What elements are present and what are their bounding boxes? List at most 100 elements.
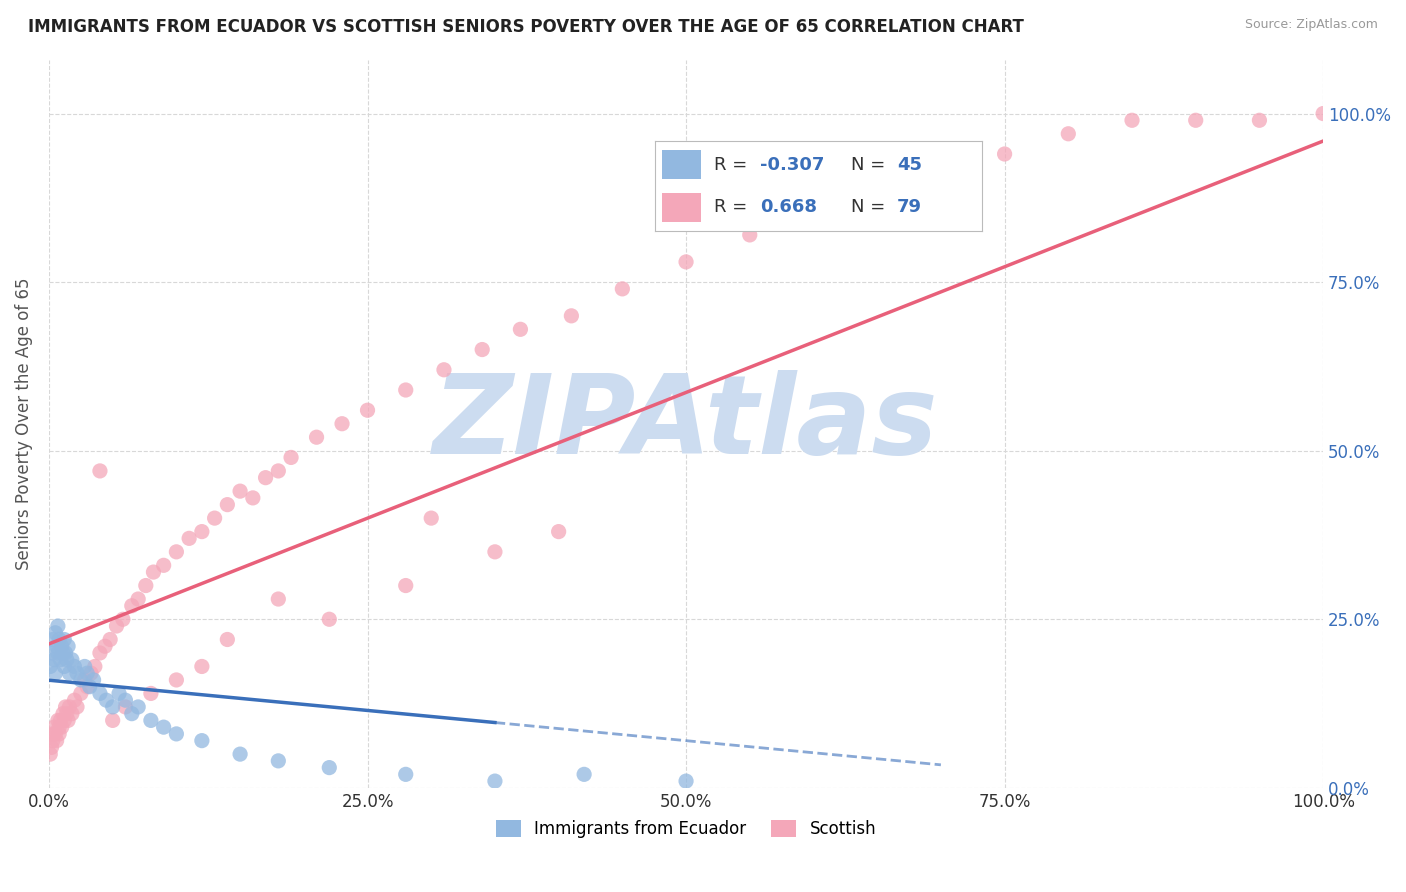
Point: [69, 686, 91, 700]
Point: [51, 720, 73, 734]
Point: [318, 612, 340, 626]
Point: [204, 511, 226, 525]
Point: [254, 470, 277, 484]
Point: [675, 255, 697, 269]
Point: [98, 632, 121, 647]
Point: [66, 700, 89, 714]
Point: [41, 740, 63, 755]
Point: [46, 714, 69, 728]
Point: [242, 491, 264, 505]
Point: [56, 706, 79, 721]
Point: [49, 653, 72, 667]
Point: [395, 767, 418, 781]
Y-axis label: Seniors Poverty Over the Age of 65: Seniors Poverty Over the Age of 65: [15, 277, 32, 570]
Point: [53, 659, 76, 673]
Point: [94, 639, 117, 653]
Point: [42, 632, 65, 647]
Text: N =: N =: [852, 198, 886, 217]
Point: [56, 639, 79, 653]
Point: [1249, 113, 1271, 128]
Text: 0.668: 0.668: [759, 198, 817, 217]
Text: R =: R =: [714, 155, 747, 174]
Point: [267, 592, 290, 607]
Text: R =: R =: [714, 198, 747, 217]
Point: [121, 599, 143, 613]
Point: [108, 686, 131, 700]
Point: [994, 147, 1017, 161]
Point: [229, 484, 252, 499]
Point: [79, 680, 101, 694]
Point: [152, 720, 174, 734]
Point: [66, 666, 89, 681]
Point: [52, 646, 75, 660]
Point: [63, 693, 86, 707]
Point: [1312, 106, 1334, 120]
Point: [76, 666, 98, 681]
Point: [45, 639, 67, 653]
Point: [217, 632, 239, 647]
Point: [76, 680, 98, 694]
Point: [44, 727, 66, 741]
Point: [96, 693, 118, 707]
Point: [929, 167, 952, 181]
Point: [48, 632, 70, 647]
Text: N =: N =: [852, 155, 886, 174]
Point: [547, 524, 569, 539]
Point: [111, 612, 134, 626]
Point: [105, 619, 128, 633]
Point: [80, 666, 103, 681]
Point: [73, 659, 96, 673]
Point: [83, 673, 105, 687]
Point: [191, 733, 214, 747]
Point: [420, 511, 443, 525]
Point: [395, 578, 418, 592]
Point: [803, 201, 825, 215]
Point: [48, 720, 70, 734]
Point: [395, 383, 418, 397]
Text: 45: 45: [897, 155, 922, 174]
Point: [55, 646, 77, 660]
Point: [127, 592, 149, 607]
Point: [1184, 113, 1206, 128]
Point: [738, 227, 761, 242]
Legend: Immigrants from Ecuador, Scottish: Immigrants from Ecuador, Scottish: [489, 814, 883, 845]
Text: ZIPAtlas: ZIPAtlas: [433, 370, 939, 477]
Point: [433, 363, 456, 377]
Point: [46, 619, 69, 633]
Point: [165, 673, 187, 687]
Point: [69, 673, 91, 687]
Point: [121, 706, 143, 721]
Point: [191, 524, 214, 539]
Bar: [662, 194, 702, 222]
Point: [484, 774, 506, 789]
Point: [51, 639, 73, 653]
Point: [42, 720, 65, 734]
Point: [675, 774, 697, 789]
Text: 79: 79: [897, 198, 922, 217]
Point: [58, 700, 80, 714]
Point: [60, 653, 83, 667]
Point: [45, 733, 67, 747]
Point: [356, 403, 378, 417]
Point: [39, 747, 62, 761]
Point: [101, 700, 124, 714]
Point: [305, 430, 328, 444]
Point: [46, 646, 69, 660]
Point: [484, 545, 506, 559]
Point: [73, 673, 96, 687]
Point: [1057, 127, 1080, 141]
Point: [217, 498, 239, 512]
Point: [63, 659, 86, 673]
Point: [114, 693, 136, 707]
Point: [267, 464, 290, 478]
Point: [229, 747, 252, 761]
Point: [60, 706, 83, 721]
Point: [53, 632, 76, 647]
Text: IMMIGRANTS FROM ECUADOR VS SCOTTISH SENIORS POVERTY OVER THE AGE OF 65 CORRELATI: IMMIGRANTS FROM ECUADOR VS SCOTTISH SENI…: [28, 18, 1024, 36]
Point: [101, 714, 124, 728]
Point: [866, 187, 889, 202]
Point: [191, 659, 214, 673]
Point: [509, 322, 531, 336]
Point: [471, 343, 494, 357]
Bar: [662, 151, 702, 179]
